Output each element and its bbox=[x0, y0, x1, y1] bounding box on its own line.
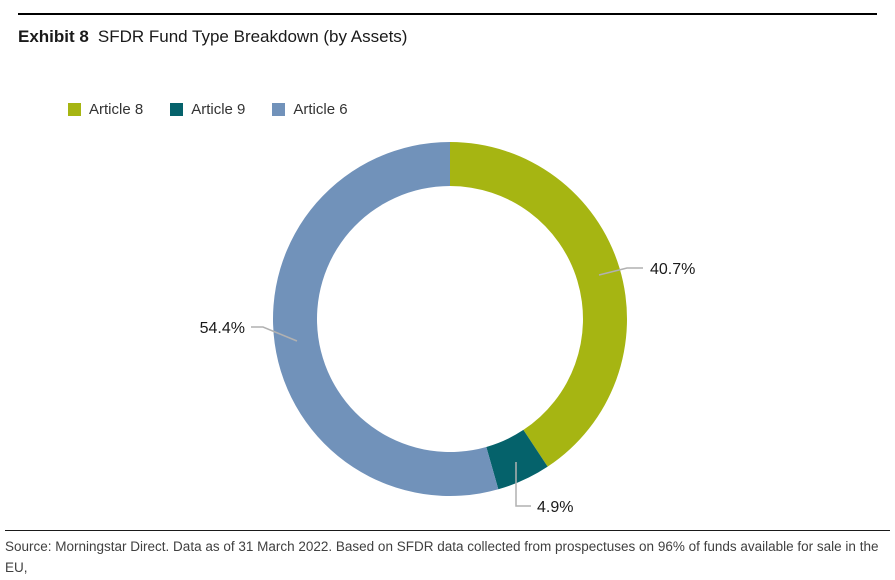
slice-label: 40.7% bbox=[650, 261, 695, 278]
bottom-rule bbox=[5, 530, 890, 531]
legend-item-article-9: Article 9 bbox=[170, 101, 245, 118]
leader-line bbox=[251, 326, 298, 342]
leader-line bbox=[515, 462, 531, 507]
top-rule bbox=[18, 13, 877, 15]
legend-label: Article 9 bbox=[191, 101, 246, 118]
slice-label: 54.4% bbox=[200, 320, 245, 337]
exhibit-title: Exhibit 8 SFDR Fund Type Breakdown (by As… bbox=[18, 27, 407, 47]
legend-swatch bbox=[272, 103, 286, 116]
legend-item-article-6: Article 6 bbox=[272, 101, 348, 118]
legend-label: Article 6 bbox=[293, 101, 348, 118]
slice-label: 4.9% bbox=[537, 499, 573, 516]
chart-title: SFDR Fund Type Breakdown (by Assets) bbox=[97, 27, 408, 46]
donut-slice-article-6 bbox=[272, 142, 499, 497]
donut-slice-article-9 bbox=[486, 429, 548, 490]
leader-line bbox=[598, 267, 643, 276]
exhibit-number: Exhibit 8 bbox=[18, 27, 89, 46]
legend-swatch bbox=[68, 103, 81, 116]
donut-slice-article-8 bbox=[450, 142, 627, 467]
source-note-line1: Source: Morningstar Direct. Data as of 3… bbox=[5, 539, 879, 575]
source-note: Source: Morningstar Direct. Data as of 3… bbox=[5, 536, 890, 580]
legend-swatch bbox=[170, 103, 184, 116]
legend-label: Article 8 bbox=[89, 101, 144, 118]
chart-legend: Article 8 Article 9 Article 6 bbox=[68, 101, 348, 118]
legend-item-article-8: Article 8 bbox=[68, 101, 143, 118]
